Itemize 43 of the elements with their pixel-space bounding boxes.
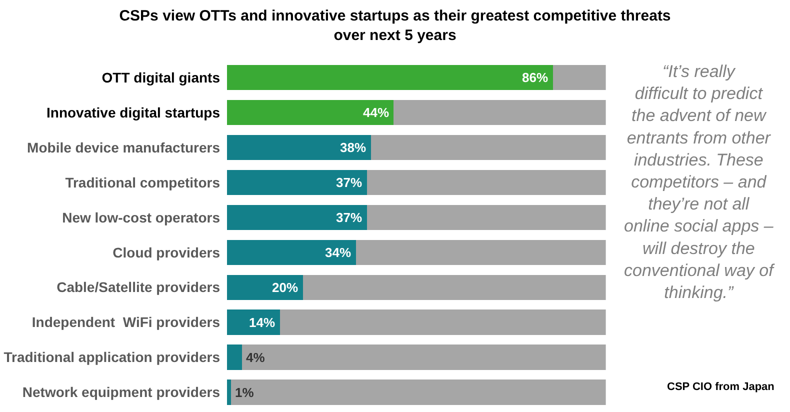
y-tick-label: New low-cost operators [62,209,220,226]
bar [227,310,280,335]
y-tick-label: Innovative digital startups [46,104,220,120]
bar [370,134,606,160]
data-label: 34% [325,245,352,260]
text: CSP CIO from Japan [667,381,775,393]
bar [227,134,371,160]
bar [356,240,606,265]
data-label: 1% [235,385,254,400]
y-tick-label: Mobile device manufacturers [27,139,220,156]
bar [227,204,368,230]
chart-title: CSPs view OTTs and innovative startups as their greatest competitive threats over next 5 years [119,8,671,44]
bar [227,240,356,265]
data-label: 38% [340,140,366,155]
bar [280,310,606,335]
bar [227,380,231,405]
bar [227,64,553,90]
data-label: 37% [336,210,362,225]
data-label: 37% [336,175,362,190]
bar [302,274,606,300]
bar [227,274,303,300]
bar [227,100,394,126]
y-tick-label: Independent WiFi providers [32,314,220,330]
y-tick-label: OTT digital giants [102,69,220,86]
y-tick-label: Cable/Satellite providers [56,279,220,296]
y-tick-label: Cloud providers [112,244,220,260]
bar [367,170,606,195]
data-label: 14% [249,315,276,330]
bar [230,380,606,405]
data-label: 20% [272,280,298,295]
data-label: 44% [363,105,390,120]
y-tick-label: Traditional application providers [4,349,220,366]
text: “It’s really difficult to predict the advent of new entrants from other industries. These competitors – and they’re not all online social apps – will destroy the conventional way of thinking.” [624,62,774,302]
bar [242,344,606,370]
bar [394,100,606,126]
y-tick-label: Traditional competitors [65,174,220,190]
bar [227,344,242,370]
bar [367,204,606,230]
data-label: 4% [246,350,266,365]
bar [552,64,606,90]
bar [227,170,368,195]
data-label: 86% [522,70,548,85]
y-tick-label: Network equipment providers [22,384,220,400]
